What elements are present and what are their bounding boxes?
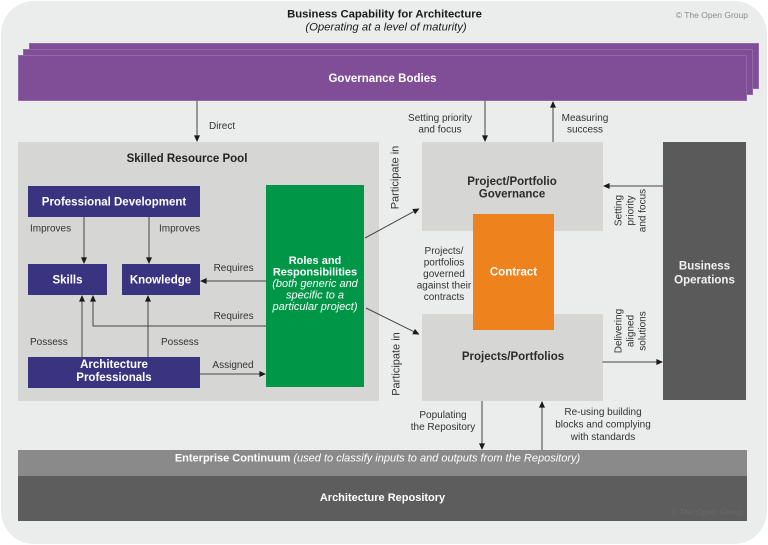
svg-text:Direct: Direct xyxy=(209,121,235,132)
svg-text:Responsibilities: Responsibilities xyxy=(273,267,357,279)
svg-text:Requires: Requires xyxy=(214,311,254,322)
svg-text:Delivering: Delivering xyxy=(614,309,625,353)
svg-text:solutions: solutions xyxy=(638,311,649,350)
svg-text:portfolios: portfolios xyxy=(424,258,465,269)
svg-text:Setting priority: Setting priority xyxy=(408,113,472,124)
svg-text:aligned: aligned xyxy=(626,315,637,347)
svg-text:Requires: Requires xyxy=(214,263,254,274)
svg-text:© The Open Group: © The Open Group xyxy=(676,10,749,20)
svg-text:governed: governed xyxy=(423,269,465,280)
svg-text:and focus: and focus xyxy=(638,189,649,232)
svg-text:priority: priority xyxy=(626,195,637,225)
svg-text:Professionals: Professionals xyxy=(76,372,151,384)
svg-text:Participate in: Participate in xyxy=(390,146,402,210)
svg-text:and focus: and focus xyxy=(418,124,461,135)
svg-text:Populating: Populating xyxy=(419,410,466,421)
svg-text:Business: Business xyxy=(679,261,730,273)
svg-text:Operations: Operations xyxy=(674,274,735,286)
svg-text:particular project): particular project) xyxy=(272,301,358,313)
svg-text:Participate in: Participate in xyxy=(391,332,403,396)
svg-text:Setting: Setting xyxy=(614,195,625,226)
svg-text:Architecture: Architecture xyxy=(80,359,148,371)
svg-text:(Operating at a level of matur: (Operating at a level of maturity) xyxy=(305,22,467,34)
svg-text:Possess: Possess xyxy=(30,337,68,348)
svg-text:specific to a: specific to a xyxy=(286,290,344,302)
svg-text:Contract: Contract xyxy=(490,267,537,279)
svg-text:Skilled Resource Pool: Skilled Resource Pool xyxy=(127,153,248,165)
svg-text:© The Open Group: © The Open Group xyxy=(671,507,744,517)
svg-text:success: success xyxy=(567,124,603,135)
svg-text:Architecture Repository: Architecture Repository xyxy=(320,492,446,504)
svg-text:blocks and complying: blocks and complying xyxy=(555,420,651,431)
svg-text:Enterprise Continuum (used to: Enterprise Continuum (used to classify i… xyxy=(175,453,581,465)
svg-text:Project/Portfolio: Project/Portfolio xyxy=(467,176,556,188)
svg-text:Roles and: Roles and xyxy=(289,255,342,267)
svg-text:Knowledge: Knowledge xyxy=(130,275,191,287)
svg-text:Improves: Improves xyxy=(30,223,71,234)
svg-text:Skills: Skills xyxy=(52,275,82,287)
svg-text:Professional Development: Professional Development xyxy=(42,197,187,209)
svg-text:Measuring: Measuring xyxy=(562,113,609,124)
svg-text:Re-using building: Re-using building xyxy=(564,407,641,418)
svg-text:against their: against their xyxy=(417,281,472,292)
svg-text:(both generic and: (both generic and xyxy=(272,278,358,290)
svg-text:Assigned: Assigned xyxy=(212,360,253,371)
svg-text:Projects/Portfolios: Projects/Portfolios xyxy=(462,351,564,363)
svg-text:contracts: contracts xyxy=(424,292,465,303)
svg-text:Governance Bodies: Governance Bodies xyxy=(328,73,436,85)
svg-text:Business Capability for Archit: Business Capability for Architecture xyxy=(287,9,482,21)
svg-text:Possess: Possess xyxy=(161,337,199,348)
svg-text:with standards: with standards xyxy=(570,432,635,443)
svg-text:Governance: Governance xyxy=(479,188,545,200)
svg-text:the Repository: the Repository xyxy=(411,422,475,433)
svg-text:Projects/: Projects/ xyxy=(425,246,464,257)
svg-text:Improves: Improves xyxy=(159,223,200,234)
